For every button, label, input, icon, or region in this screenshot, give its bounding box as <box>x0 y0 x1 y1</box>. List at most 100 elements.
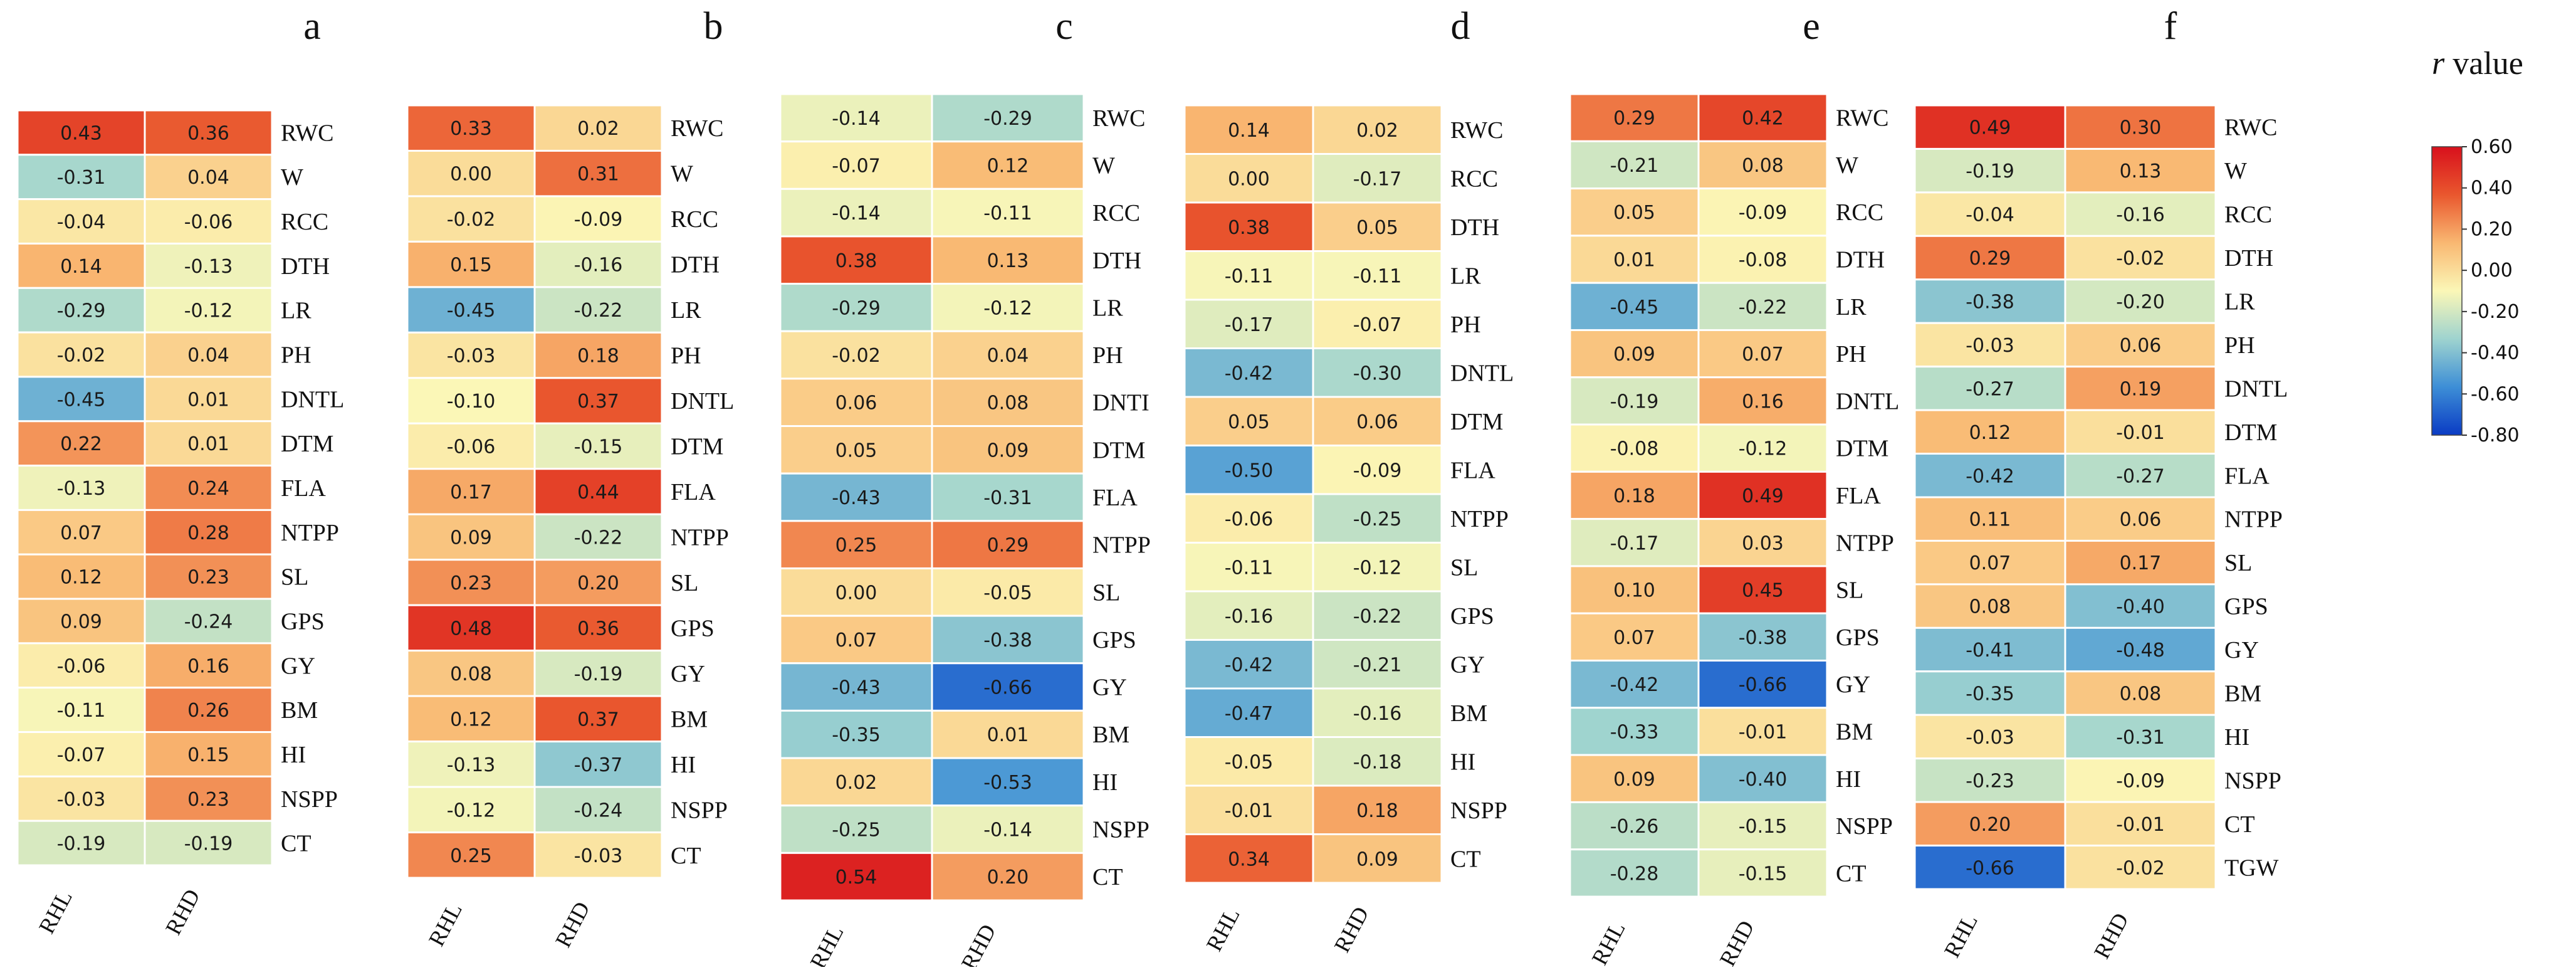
cell-value: 0.43 <box>60 122 102 144</box>
row-label: HI <box>671 752 696 778</box>
cell-value: 0.18 <box>1613 485 1655 507</box>
heatmap-cell <box>779 757 933 807</box>
cell-value: 0.04 <box>187 167 229 189</box>
heatmap-cell <box>931 520 1085 569</box>
cell-value: -0.16 <box>1225 606 1274 628</box>
cell-value: -0.43 <box>832 677 881 699</box>
heatmap-cell <box>1183 396 1314 446</box>
cell-value: -0.43 <box>832 487 881 509</box>
heatmap-panel-e: e 0.29 0.42 RWC -0.21 0.08 W 0.05 -0.09 RCC 0.01 -0… <box>1569 5 1899 970</box>
heatmap-cell <box>1697 707 1828 756</box>
column-label: RHD <box>2089 909 2134 962</box>
cell-value: 0.48 <box>450 618 492 640</box>
cell-value: 0.02 <box>835 772 877 794</box>
heatmap-cell <box>1697 660 1828 709</box>
cell-value: 0.15 <box>187 744 229 766</box>
cell-value: -0.26 <box>1610 816 1659 838</box>
heatmap-cell <box>1697 282 1828 331</box>
row-label: W <box>1836 152 1858 179</box>
panel-label-d: d <box>1451 5 1470 48</box>
heatmap-cell <box>533 559 663 606</box>
row-label: RWC <box>281 120 333 146</box>
heatmap-cell <box>144 642 273 689</box>
row-label: GY <box>671 661 705 687</box>
cell-value: 0.20 <box>987 867 1029 888</box>
row-label: RWC <box>1450 117 1503 144</box>
heatmap-cell <box>144 154 273 201</box>
row-label: DTM <box>2224 419 2277 446</box>
cell-value: -0.12 <box>983 297 1032 319</box>
heatmap-cell <box>533 741 663 788</box>
panel-label-e: e <box>1803 5 1820 48</box>
heatmap-cell <box>1569 376 1700 426</box>
row-label: NTPP <box>2224 507 2283 533</box>
cell-value: -0.42 <box>1225 654 1274 676</box>
cell-value: -0.02 <box>2116 857 2165 879</box>
cell-value: -0.22 <box>574 300 623 322</box>
row-label: DNTL <box>2224 376 2288 402</box>
cell-value: -0.29 <box>832 297 881 319</box>
heatmap-cell <box>406 422 536 470</box>
heatmap-cell <box>144 109 273 156</box>
heatmap-cell <box>1914 191 2066 237</box>
row-label: GY <box>1450 651 1485 678</box>
row-label: RWC <box>1836 105 1888 132</box>
cell-value: 0.28 <box>187 522 229 544</box>
heatmap-cell <box>16 509 146 556</box>
cell-value: -0.37 <box>574 754 623 776</box>
row-label: DNTI <box>1092 390 1149 416</box>
cell-value: -0.15 <box>1739 863 1788 885</box>
heatmap-cell <box>533 831 663 879</box>
cell-value: -0.42 <box>1225 362 1274 384</box>
heatmap-cell <box>144 731 273 778</box>
column-label: RHD <box>160 885 205 939</box>
colorbar-tick-label: -0.20 <box>2471 301 2520 323</box>
row-label: DTM <box>1836 436 1888 462</box>
cell-value: 0.33 <box>450 118 492 140</box>
cell-value: -0.03 <box>447 345 496 367</box>
cell-value: -0.33 <box>1610 721 1659 743</box>
heatmap-cell <box>1312 493 1443 544</box>
row-label: FLA <box>1092 485 1138 511</box>
row-label: NSPP <box>671 797 728 823</box>
cell-value: -0.14 <box>832 108 881 130</box>
cell-value: -0.38 <box>1966 292 2014 314</box>
cell-value: 0.07 <box>835 630 877 651</box>
row-label: RWC <box>671 115 723 142</box>
cell-value: -0.01 <box>1739 721 1788 743</box>
row-label: SL <box>281 564 308 591</box>
cell-value: -0.12 <box>1739 438 1788 460</box>
heatmap-cell <box>16 775 146 822</box>
heatmap-cell <box>2064 235 2217 281</box>
cell-value: 0.02 <box>577 118 619 140</box>
cell-value: -0.16 <box>574 255 623 277</box>
row-label: PH <box>1836 341 1867 367</box>
cell-value: 0.02 <box>1356 120 1398 142</box>
row-label: FLA <box>1836 483 1881 509</box>
cell-value: 0.04 <box>187 345 229 367</box>
cell-value: 0.20 <box>1969 814 2011 836</box>
cell-value: -0.07 <box>832 155 881 177</box>
colorbar-tick-label: -0.60 <box>2471 383 2520 405</box>
row-label: RWC <box>1092 105 1145 132</box>
row-label: DTH <box>1450 214 1499 241</box>
row-label: W <box>671 161 693 187</box>
cell-value: 0.23 <box>187 567 229 589</box>
row-label: HI <box>2224 724 2249 751</box>
heatmap-cell <box>16 109 146 156</box>
heatmap-cell <box>1312 590 1443 641</box>
row-label: SL <box>2224 550 2252 576</box>
cell-value: 0.01 <box>987 724 1029 746</box>
heatmap-cell <box>779 472 933 522</box>
column-label: RHL <box>34 886 77 937</box>
heatmap-cell <box>1183 493 1314 544</box>
row-label: DTH <box>671 252 720 278</box>
cell-value: 0.14 <box>60 256 102 278</box>
cell-value: 0.38 <box>1228 217 1270 239</box>
cell-value: 0.07 <box>1742 344 1784 366</box>
heatmap-cell <box>1697 801 1828 851</box>
cell-value: 0.14 <box>1228 120 1270 142</box>
cell-value: -0.11 <box>1225 557 1274 579</box>
row-label: HI <box>1836 766 1861 793</box>
row-label: NSPP <box>281 786 338 813</box>
